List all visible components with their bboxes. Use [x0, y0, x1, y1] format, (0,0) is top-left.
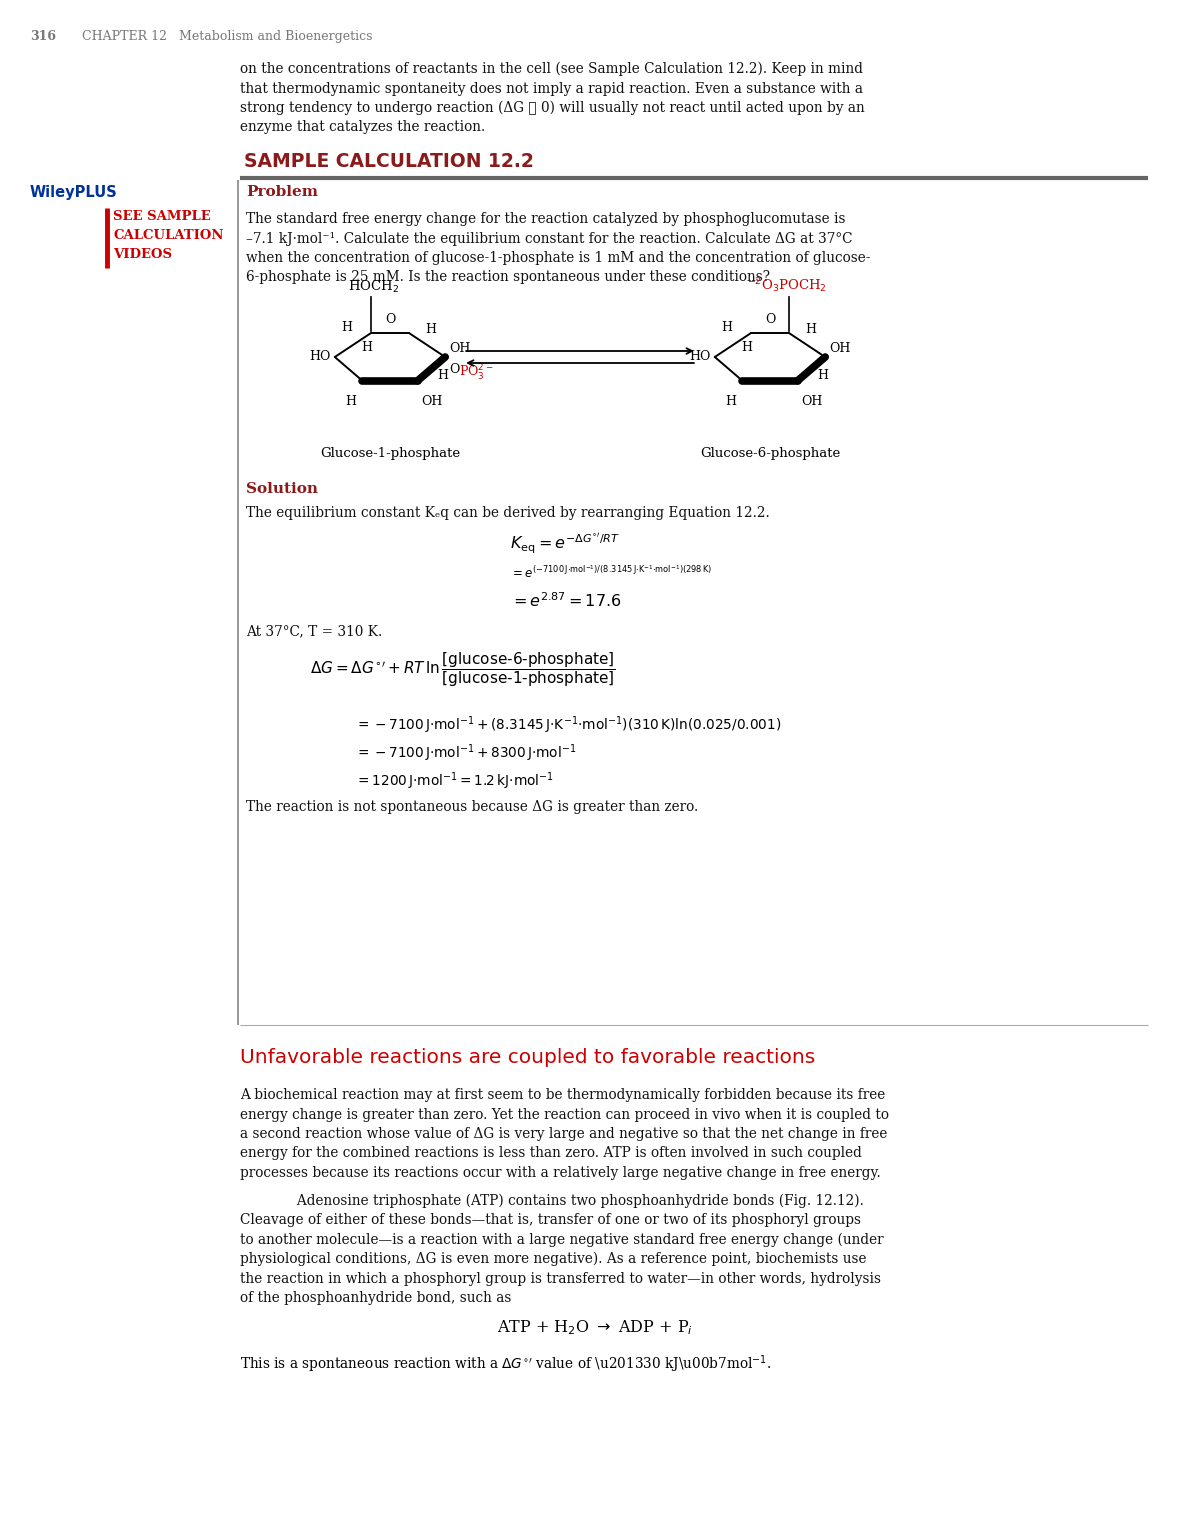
Text: O: O — [449, 362, 460, 376]
Text: H: H — [721, 321, 733, 333]
Text: $^{-2}$O$_3$POCH$_2$: $^{-2}$O$_3$POCH$_2$ — [746, 276, 827, 295]
Text: O: O — [764, 313, 775, 327]
Text: energy for the combined reactions is less than zero. ATP is often involved in su: energy for the combined reactions is les… — [240, 1147, 862, 1160]
Text: O: O — [385, 313, 395, 327]
Text: H: H — [725, 394, 736, 408]
Text: OH: OH — [421, 394, 443, 408]
Text: $= e^{2.87} = 17.6$: $= e^{2.87} = 17.6$ — [510, 593, 622, 611]
Text: Unfavorable reactions are coupled to favorable reactions: Unfavorable reactions are coupled to fav… — [240, 1048, 815, 1067]
Text: the reaction in which a phosphoryl group is transferred to water—in other words,: the reaction in which a phosphoryl group… — [240, 1271, 881, 1285]
Text: energy change is greater than zero. Yet the reaction can proceed in vivo when it: energy change is greater than zero. Yet … — [240, 1107, 889, 1122]
Text: SAMPLE CALCULATION 12.2: SAMPLE CALCULATION 12.2 — [244, 152, 534, 170]
Text: to another molecule—is a reaction with a large negative standard free energy cha: to another molecule—is a reaction with a… — [240, 1233, 883, 1246]
Text: $= 1200\,\mathrm{J{\cdot}mol^{-1}} = 1.2\,\mathrm{kJ{\cdot}mol^{-1}}$: $= 1200\,\mathrm{J{\cdot}mol^{-1}} = 1.2… — [355, 771, 553, 792]
Text: PO$_3^{2-}$: PO$_3^{2-}$ — [460, 362, 493, 384]
Text: This is a spontaneous reaction with a $\Delta G^{\circ\prime}$ value of \u201330: This is a spontaneous reaction with a $\… — [240, 1354, 772, 1375]
Text: $= -7100\,\mathrm{J{\cdot}mol^{-1}} + (8.3145\,\mathrm{J{\cdot}K^{-1}{\cdot}mol^: $= -7100\,\mathrm{J{\cdot}mol^{-1}} + (8… — [355, 714, 781, 735]
Text: 316: 316 — [30, 31, 56, 43]
Text: $K_{\rm eq} = e^{-\Delta G^{\circ\prime}/RT}$: $K_{\rm eq} = e^{-\Delta G^{\circ\prime}… — [510, 533, 620, 556]
Text: At 37°C, T = 310 K.: At 37°C, T = 310 K. — [246, 625, 383, 639]
Text: CHAPTER 12   Metabolism and Bioenergetics: CHAPTER 12 Metabolism and Bioenergetics — [82, 31, 372, 43]
Text: H: H — [817, 368, 829, 382]
Text: OH: OH — [829, 342, 851, 356]
Text: $\Delta G = \Delta G^{\circ\prime} + RT\,\ln\dfrac{[\mathrm{glucose\text{-}6\tex: $\Delta G = \Delta G^{\circ\prime} + RT\… — [310, 649, 616, 689]
Text: that thermodynamic spontaneity does not imply a rapid reaction. Even a substance: that thermodynamic spontaneity does not … — [240, 81, 863, 95]
Text: on the concentrations of reactants in the cell (see Sample Calculation 12.2). Ke: on the concentrations of reactants in th… — [240, 61, 863, 77]
Text: enzyme that catalyzes the reaction.: enzyme that catalyzes the reaction. — [240, 121, 485, 135]
Text: The equilibrium constant Kₑq can be derived by rearranging Equation 12.2.: The equilibrium constant Kₑq can be deri… — [246, 507, 769, 520]
Text: CALCULATION: CALCULATION — [113, 229, 223, 243]
Text: The standard free energy change for the reaction catalyzed by phosphoglucomutase: The standard free energy change for the … — [246, 212, 846, 226]
Text: OH: OH — [802, 394, 823, 408]
Text: Glucose-1-phosphate: Glucose-1-phosphate — [320, 447, 460, 460]
Text: SEE SAMPLE: SEE SAMPLE — [113, 210, 211, 223]
Text: 6-phosphate is 25 mM. Is the reaction spontaneous under these conditions?: 6-phosphate is 25 mM. Is the reaction sp… — [246, 270, 770, 284]
Text: H: H — [438, 368, 449, 382]
Text: A biochemical reaction may at first seem to be thermodynamically forbidden becau: A biochemical reaction may at first seem… — [240, 1088, 886, 1102]
Text: –7.1 kJ·mol⁻¹. Calculate the equilibrium constant for the reaction. Calculate ΔG: –7.1 kJ·mol⁻¹. Calculate the equilibrium… — [246, 232, 852, 246]
Text: $= -7100\,\mathrm{J{\cdot}mol^{-1}} + 8300\,\mathrm{J{\cdot}mol^{-1}}$: $= -7100\,\mathrm{J{\cdot}mol^{-1}} + 83… — [355, 741, 576, 763]
Text: Solution: Solution — [246, 482, 318, 496]
Text: H: H — [425, 322, 437, 336]
Text: HOCH$_2$: HOCH$_2$ — [348, 279, 400, 295]
Text: when the concentration of glucose-1-phosphate is 1 mM and the concentration of g: when the concentration of glucose-1-phos… — [246, 252, 870, 266]
Text: H: H — [742, 341, 752, 355]
Text: VIDEOS: VIDEOS — [113, 249, 172, 261]
Text: Problem: Problem — [246, 186, 318, 200]
Text: a second reaction whose value of ΔG is very large and negative so that the net c: a second reaction whose value of ΔG is v… — [240, 1127, 887, 1141]
Text: WileyPLUS: WileyPLUS — [30, 186, 118, 200]
Text: HO: HO — [310, 350, 331, 364]
Text: ATP + H$_2$O $\rightarrow$ ADP + P$_i$: ATP + H$_2$O $\rightarrow$ ADP + P$_i$ — [497, 1319, 692, 1337]
Text: OH: OH — [449, 342, 470, 356]
Text: processes because its reactions occur with a relatively large negative change in: processes because its reactions occur wi… — [240, 1167, 881, 1180]
Text: of the phosphoanhydride bond, such as: of the phosphoanhydride bond, such as — [240, 1291, 511, 1305]
Text: H: H — [344, 394, 356, 408]
Text: H: H — [805, 322, 816, 336]
Text: The reaction is not spontaneous because ΔG is greater than zero.: The reaction is not spontaneous because … — [246, 800, 698, 814]
Text: strong tendency to undergo reaction (ΔG ≪ 0) will usually not react until acted : strong tendency to undergo reaction (ΔG … — [240, 101, 865, 115]
Text: physiological conditions, ΔG is even more negative). As a reference point, bioch: physiological conditions, ΔG is even mor… — [240, 1253, 866, 1266]
Text: Adenosine triphosphate (ATP) contains two phosphoanhydride bonds (Fig. 12.12).: Adenosine triphosphate (ATP) contains tw… — [275, 1194, 864, 1208]
Text: H: H — [361, 341, 372, 355]
Text: H: H — [342, 321, 353, 333]
Text: Glucose-6-phosphate: Glucose-6-phosphate — [700, 447, 840, 460]
Text: HO: HO — [690, 350, 710, 364]
Text: $= e^{(-7100\,\mathrm{J{\cdot}mol^{-1}})/(8.3145\,\mathrm{J{\cdot}K^{-1}{\cdot}m: $= e^{(-7100\,\mathrm{J{\cdot}mol^{-1}})… — [510, 563, 713, 580]
Text: Cleavage of either of these bonds—that is, transfer of one or two of its phospho: Cleavage of either of these bonds—that i… — [240, 1213, 862, 1226]
